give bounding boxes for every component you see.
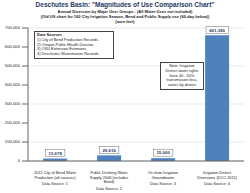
svg-text:200,000: 200,000 — [8, 120, 21, 125]
svg-text:Production (all sources): Production (all sources) — [35, 175, 77, 180]
html-text:1) City of Bend Production Rec: 1) City of Bend Production Records — [37, 36, 98, 42]
svg-text:On-farm Irrigation: On-farm Irrigation — [147, 170, 179, 175]
html-text:Deschutes Basin: "Magnitudes o: Deschutes Basin: "Magnitudes of Use Comp… — [35, 1, 215, 8]
svg-text:100,000: 100,000 — [8, 139, 21, 144]
svg-text:Diversions (DCC 2011): Diversions (DCC 2011) — [197, 175, 237, 180]
svg-text:Data Source: 3: Data Source: 3 — [150, 181, 176, 186]
html-text:(Old US chart for 100 City Irr: (Old US chart for 100 City Irrigation Se… — [40, 14, 210, 19]
svg-text:300,000: 300,000 — [8, 101, 21, 106]
svg-text:Data Source: 2: Data Source: 2 — [96, 186, 122, 191]
html-text:Data Sources: Data Sources — [37, 32, 62, 37]
html-text:3) OSU Extension Estimates: 3) OSU Extension Estimates — [37, 46, 87, 52]
svg-text:29,616: 29,616 — [102, 148, 116, 153]
svg-text:Data Source: 4: Data Source: 4 — [204, 181, 231, 186]
html-text:Annual Diversion by Major User: Annual Diversion by Major User Groups - … — [57, 9, 193, 14]
svg-text:Data Source: 1: Data Source: 1 — [42, 181, 68, 186]
svg-text:400,000: 400,000 — [8, 82, 21, 87]
svg-text:Supply 2006 (includes: Supply 2006 (includes — [89, 174, 129, 180]
html-text:4) Deschutes Watermaster Recor: 4) Deschutes Watermaster Records — [37, 51, 99, 57]
svg-text:13,678: 13,678 — [48, 151, 62, 156]
svg-text:Irrigation District: Irrigation District — [202, 170, 232, 175]
svg-text:500,000: 500,000 — [8, 63, 21, 68]
svg-text:2012 City of Bend Water: 2012 City of Bend Water — [33, 170, 77, 175]
svg-text:15,000: 15,000 — [156, 150, 170, 155]
svg-text:661,365: 661,365 — [209, 28, 225, 33]
svg-text:Bend): Bend) — [104, 179, 115, 184]
html-text:(acre-feet): (acre-feet) — [115, 19, 135, 24]
svg-text:0: 0 — [18, 158, 21, 163]
html-text:2) Oregon Public Health Divisi: 2) Oregon Public Health Division — [37, 41, 94, 47]
svg-text:Public Drinking Water: Public Drinking Water — [90, 170, 128, 175]
svg-text:600,000: 600,000 — [8, 44, 21, 49]
svg-text:700,000: 700,000 — [8, 25, 21, 30]
html-text:Note: Irrigation District wate: Note: Irrigation District water rights h… — [165, 63, 199, 88]
svg-text:Groundwater: Groundwater — [152, 175, 175, 180]
